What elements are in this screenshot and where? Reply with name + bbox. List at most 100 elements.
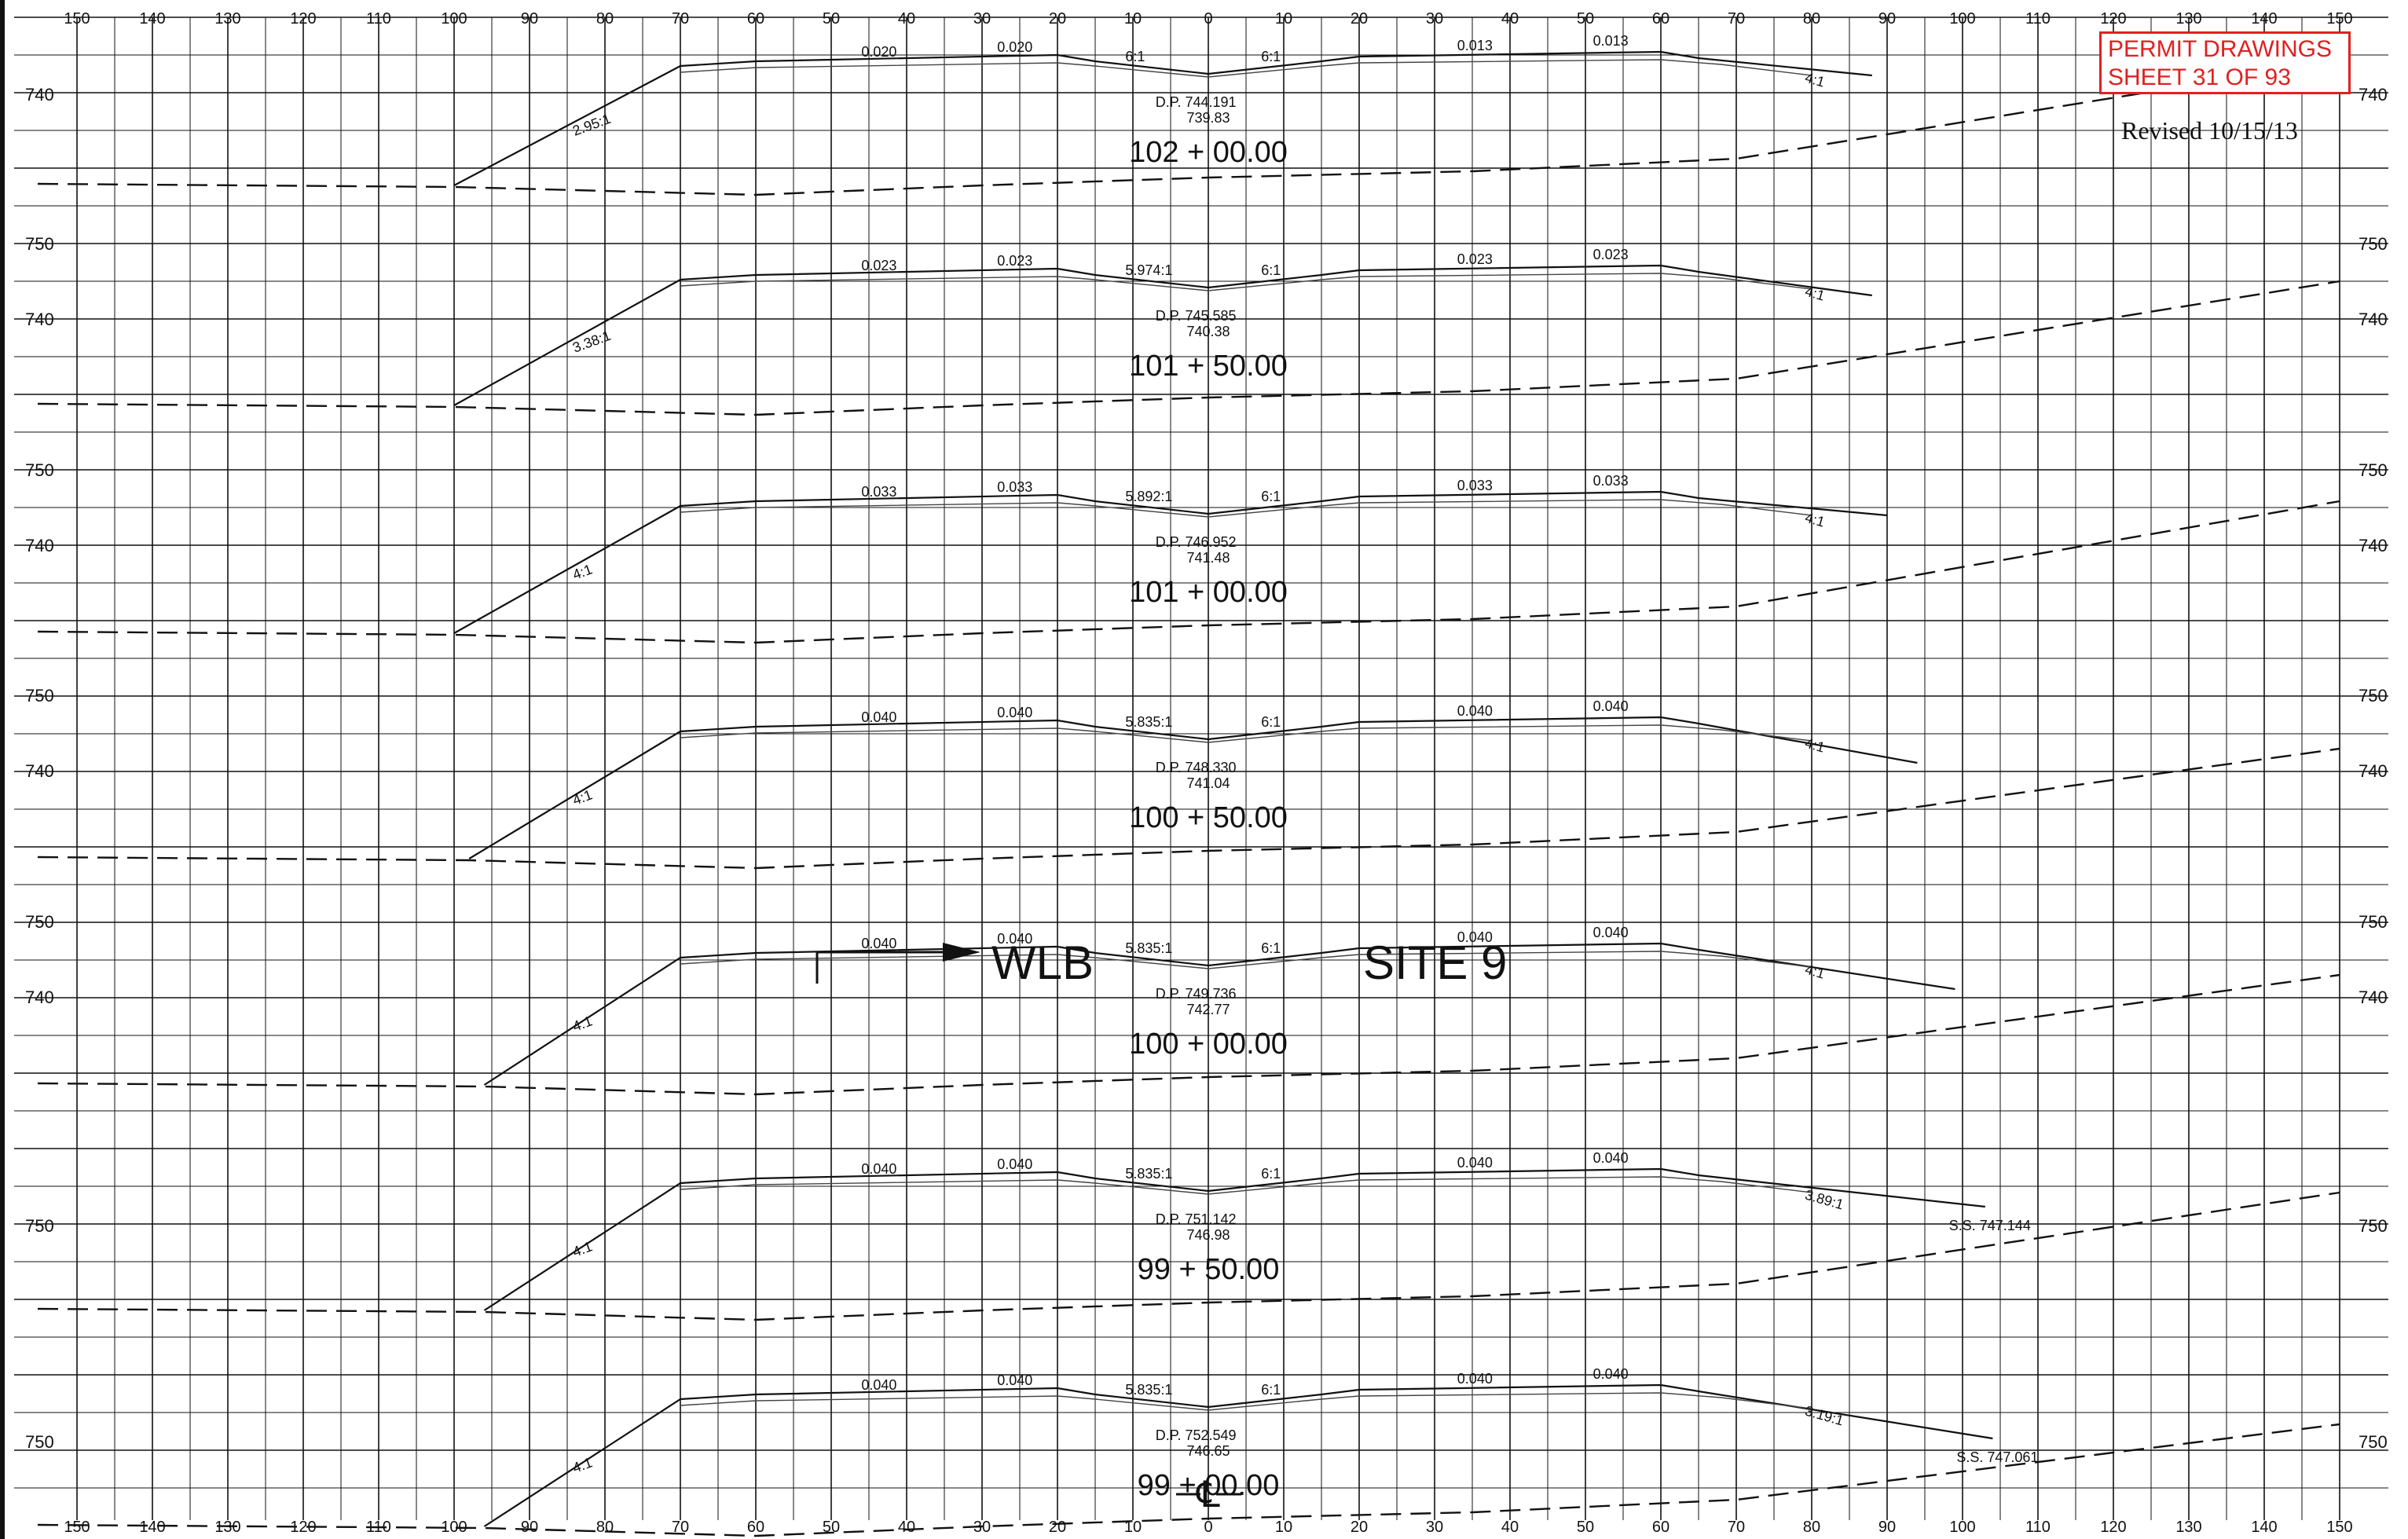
ditch-left-slope: 6:1 bbox=[1125, 49, 1145, 64]
ground-elevation-label: 741.48 bbox=[1186, 550, 1230, 566]
finished-grade-line bbox=[453, 50, 1872, 186]
offset-tick-label: 10 bbox=[1275, 10, 1292, 27]
elevation-label-right: 740 bbox=[2359, 988, 2388, 1007]
design-point-label: D.P. 748.330 bbox=[1156, 760, 1237, 775]
station-label: 99 + 00.00 bbox=[1138, 1469, 1280, 1502]
station-label: 101 + 50.00 bbox=[1129, 350, 1288, 383]
ground-elevation-label: 742.77 bbox=[1186, 1002, 1230, 1017]
existing-ground-line bbox=[37, 280, 2340, 416]
existing-ground-line bbox=[37, 60, 2340, 196]
offset-tick-label: 40 bbox=[898, 1519, 915, 1536]
left-cross-slope-inner: 0.040 bbox=[997, 931, 1032, 947]
offset-tick-label: 130 bbox=[2175, 10, 2201, 27]
finished-grade-line bbox=[453, 490, 1888, 634]
right-cross-slope-inner: 0.023 bbox=[1457, 251, 1493, 267]
design-point-label: D.P. 749.736 bbox=[1156, 986, 1237, 1002]
elevation-label-right: 750 bbox=[2359, 1432, 2388, 1452]
offset-tick-label: 70 bbox=[1728, 1519, 1745, 1536]
offset-tick-label: 140 bbox=[139, 10, 165, 27]
offset-tick-label: 0 bbox=[1204, 10, 1212, 27]
finished-grade-line bbox=[483, 942, 1955, 1086]
left-cross-slope-outer: 0.023 bbox=[861, 258, 896, 273]
subgrade-line bbox=[680, 273, 1812, 291]
offset-tick-label: 30 bbox=[1426, 10, 1443, 27]
offset-tick-label: 0 bbox=[1204, 1519, 1212, 1536]
offset-tick-label: 10 bbox=[1124, 10, 1142, 27]
offset-tick-label: 40 bbox=[898, 10, 915, 27]
right-cross-slope-outer: 0.040 bbox=[1593, 698, 1629, 714]
offset-ticks-top: 150 140 130 120 110 100 90 80 70 60 50 40 30 20 10 0 10 2… bbox=[64, 10, 2352, 27]
design-point-label: D.P. 746.952 bbox=[1156, 534, 1237, 550]
left-cross-slope-inner: 0.033 bbox=[997, 479, 1032, 495]
offset-tick-label: 20 bbox=[1351, 1519, 1368, 1536]
ditch-left-slope: 5.835:1 bbox=[1125, 1382, 1172, 1398]
ground-elevation-label: 746.98 bbox=[1186, 1227, 1230, 1243]
wlb-label: WLB bbox=[991, 936, 1094, 989]
offset-tick-label: 80 bbox=[1803, 1519, 1820, 1536]
station-label: 100 + 50.00 bbox=[1129, 801, 1288, 834]
offset-tick-label: 80 bbox=[1803, 10, 1820, 27]
ditch-left-slope: 5.892:1 bbox=[1125, 489, 1172, 504]
right-cross-slope-outer: 0.040 bbox=[1593, 1150, 1629, 1166]
offset-tick-label: 70 bbox=[672, 1519, 689, 1536]
left-cross-slope-outer: 0.040 bbox=[861, 1161, 896, 1177]
offset-tick-label: 60 bbox=[1652, 10, 1669, 27]
subgrade-line bbox=[680, 59, 1812, 78]
offset-tick-label: 100 bbox=[441, 10, 467, 27]
offset-tick-label: 50 bbox=[1577, 1519, 1594, 1536]
elevation-label-right: 750 bbox=[2359, 234, 2388, 254]
design-point-label: D.P. 745.585 bbox=[1156, 308, 1237, 324]
ditch-right-slope: 6:1 bbox=[1261, 940, 1281, 956]
offset-tick-label: 80 bbox=[596, 10, 614, 27]
offset-tick-label: 50 bbox=[823, 10, 840, 27]
existing-ground-line bbox=[37, 1191, 2340, 1321]
elevation-label-right: 750 bbox=[2359, 686, 2388, 705]
right-cross-slope-inner: 0.040 bbox=[1457, 929, 1493, 945]
subgrade-line bbox=[680, 1176, 1812, 1195]
ground-elevation-label: 741.04 bbox=[1186, 775, 1230, 791]
elevation-label-left: 750 bbox=[25, 1432, 54, 1452]
subgrade-line bbox=[680, 724, 1812, 743]
offset-tick-label: 120 bbox=[2100, 10, 2126, 27]
offset-tick-label: 120 bbox=[290, 10, 316, 27]
existing-ground-line bbox=[37, 747, 2340, 870]
offset-tick-label: 50 bbox=[823, 1519, 840, 1536]
elevation-label-right: 740 bbox=[2359, 310, 2388, 329]
wlb-arrow-shaft bbox=[815, 951, 966, 984]
offset-tick-label: 100 bbox=[1949, 1519, 1975, 1536]
offset-tick-label: 30 bbox=[1426, 1519, 1443, 1536]
offset-tick-label: 130 bbox=[2175, 1519, 2201, 1536]
elevation-label-left: 750 bbox=[25, 686, 54, 705]
ditch-left-slope: 5.835:1 bbox=[1125, 714, 1172, 730]
ditch-right-slope: 6:1 bbox=[1261, 262, 1281, 278]
elevation-label-left: 740 bbox=[25, 988, 54, 1007]
elevation-label-right: 750 bbox=[2359, 460, 2388, 480]
left-cross-slope-inner: 0.020 bbox=[997, 39, 1032, 55]
offset-tick-label: 90 bbox=[521, 10, 538, 27]
design-point-label: D.P. 752.549 bbox=[1156, 1427, 1237, 1443]
design-point-label: D.P. 751.142 bbox=[1156, 1211, 1237, 1227]
right-cross-slope-inner: 0.040 bbox=[1457, 1371, 1493, 1387]
ditch-left-slope: 5.835:1 bbox=[1125, 1166, 1172, 1182]
offset-tick-label: 50 bbox=[1577, 10, 1594, 27]
offset-tick-label: 150 bbox=[2326, 1519, 2352, 1536]
elevation-label-left: 740 bbox=[25, 536, 54, 555]
offset-tick-label: 110 bbox=[366, 10, 391, 27]
ditch-right-slope: 6:1 bbox=[1261, 714, 1281, 730]
ditch-right-slope: 6:1 bbox=[1261, 49, 1281, 64]
station-label: 100 + 00.00 bbox=[1129, 1028, 1288, 1061]
revised-date: Revised 10/15/13 bbox=[2121, 116, 2298, 145]
offset-tick-label: 70 bbox=[1728, 10, 1745, 27]
offset-tick-label: 60 bbox=[747, 1519, 764, 1536]
right-cross-slope-outer: 0.040 bbox=[1593, 925, 1629, 940]
elevation-label-left: 750 bbox=[25, 912, 54, 932]
left-cross-slope-outer: 0.033 bbox=[861, 484, 896, 500]
elevation-label-right: 740 bbox=[2359, 536, 2388, 555]
